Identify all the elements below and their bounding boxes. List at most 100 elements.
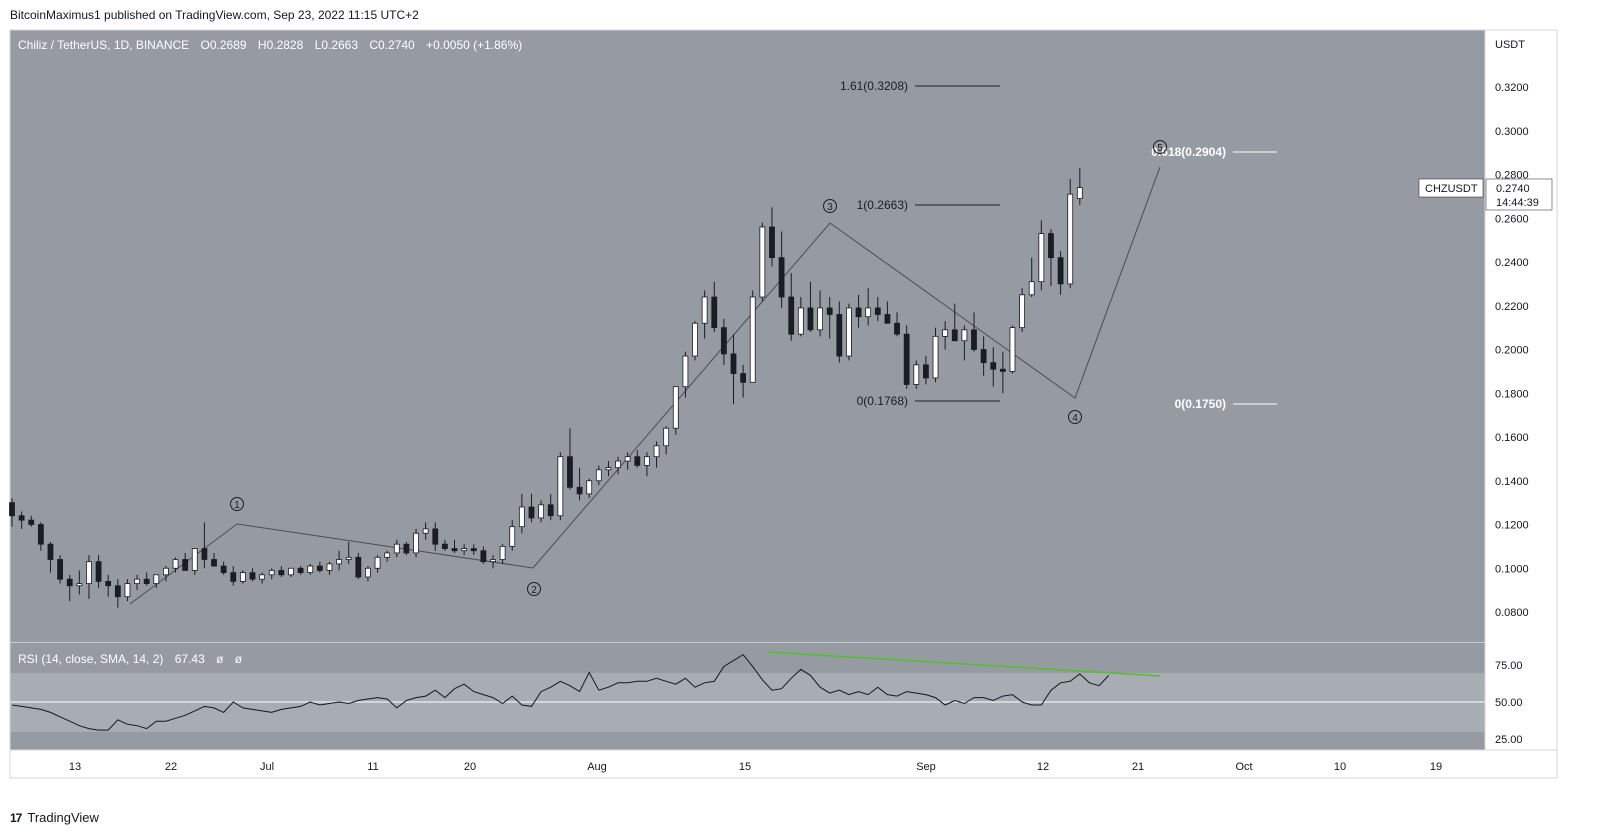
- candle: [432, 522, 439, 551]
- candle: [230, 566, 237, 586]
- candle-body-down: [740, 373, 747, 383]
- footer-brand[interactable]: TradingView: [27, 810, 99, 825]
- candle-body-up: [374, 556, 381, 569]
- candle: [846, 303, 852, 361]
- candle-body-down: [95, 561, 102, 582]
- candle-body-up: [663, 427, 670, 447]
- candle: [336, 550, 342, 571]
- candle-body-up: [365, 567, 371, 578]
- candle: [163, 566, 169, 582]
- candle: [384, 550, 391, 562]
- candle-body-up: [163, 567, 169, 576]
- candle-body-down: [720, 327, 727, 355]
- rsi-legend-extra2: ø: [235, 652, 243, 666]
- legend-h-value: 0.2828: [267, 38, 304, 52]
- candle: [345, 542, 352, 564]
- candle-body-up: [134, 578, 140, 584]
- footer: 17 TradingView: [10, 810, 99, 825]
- candle: [547, 493, 554, 521]
- legend-c-value: 0.2740: [378, 38, 415, 52]
- candle-body-up: [499, 545, 506, 560]
- candle-body-up: [490, 559, 496, 563]
- time-tick-label: 12: [1037, 761, 1049, 773]
- candle: [441, 539, 448, 551]
- candle: [749, 290, 756, 383]
- price-tick-label: 0.2200: [1495, 301, 1529, 313]
- candle-body-down: [884, 314, 891, 324]
- candle-body-up: [1019, 294, 1025, 329]
- candle-body-up: [672, 386, 679, 429]
- candle-body-down: [836, 314, 843, 357]
- price-tick-label: 0.1400: [1495, 476, 1529, 488]
- candle-body-down: [480, 550, 487, 563]
- candle: [9, 498, 15, 527]
- candle-body-up: [817, 307, 823, 331]
- wave-1-circle: [230, 497, 244, 511]
- candle-body-down: [1057, 257, 1064, 285]
- candle-body-up: [932, 335, 939, 379]
- rsi-line: [11, 653, 1110, 731]
- candle: [365, 566, 371, 582]
- candle-body-down: [28, 519, 35, 525]
- wave-path: [129, 166, 1161, 605]
- candle: [942, 321, 949, 350]
- candle: [220, 561, 227, 575]
- candle-body-up: [538, 504, 544, 519]
- candle: [249, 568, 256, 582]
- time-tick-label: 13: [69, 761, 81, 773]
- candle: [307, 563, 314, 575]
- candle-body-up: [259, 574, 266, 580]
- candle: [316, 561, 323, 573]
- candle-body-down: [37, 524, 44, 545]
- candle-body-down: [441, 543, 448, 549]
- rsi-legend-label[interactable]: RSI (14, close, SMA, 14, 2): [18, 652, 163, 666]
- candle: [701, 290, 708, 339]
- candle: [576, 467, 583, 501]
- candle: [355, 552, 362, 580]
- candle-body-down: [567, 456, 573, 488]
- candle: [980, 336, 987, 376]
- candle: [509, 520, 516, 551]
- candle-body-down: [66, 578, 73, 587]
- candle-body-up: [644, 456, 650, 466]
- time-tick-label: Oct: [1235, 761, 1252, 773]
- candle: [393, 539, 400, 558]
- candle-body-up: [913, 364, 920, 385]
- candle-body-down: [432, 528, 439, 545]
- candle-body-down: [316, 565, 323, 571]
- candle: [1067, 178, 1074, 289]
- candle: [422, 522, 429, 540]
- tradingview-logo-icon[interactable]: 17: [10, 810, 22, 825]
- candle: [259, 572, 266, 584]
- candle: [740, 364, 747, 398]
- candle: [413, 528, 419, 558]
- candle-body-down: [211, 559, 217, 567]
- candle-body-down: [778, 257, 785, 298]
- price-tick-label: 0.1200: [1495, 520, 1529, 532]
- candle: [403, 542, 410, 556]
- price-tick-label: 0.1000: [1495, 563, 1529, 575]
- candle-body-down: [826, 307, 833, 315]
- price-pane[interactable]: [10, 30, 1485, 642]
- time-axis[interactable]: [9, 749, 1558, 779]
- rsi-divergence-line: [767, 651, 1161, 677]
- price-ticks: 0.3200 0.3000 0.2800 0.2600 0.2400 0.2200 0.20…: [1495, 82, 1529, 619]
- legend-l-label: L: [315, 38, 322, 52]
- candle: [788, 272, 795, 341]
- price-tick-label: 0.3200: [1495, 82, 1529, 94]
- publisher-line: BitcoinMaximus1 published on TradingView…: [10, 8, 419, 22]
- time-tick-label: 19: [1430, 761, 1442, 773]
- price-tick-label: 0.0800: [1495, 607, 1529, 619]
- candle: [605, 461, 612, 477]
- last-price-value-box: [1485, 178, 1553, 211]
- candle-body-up: [1076, 187, 1083, 199]
- candle-body-up: [1038, 233, 1045, 283]
- time-tick-label: 22: [165, 761, 177, 773]
- candle: [711, 281, 718, 332]
- candle-body-down: [278, 570, 285, 576]
- legend-symbol[interactable]: Chiliz / TetherUS, 1D, BINANCE: [18, 38, 189, 52]
- legend-change: +0.0050 (+1.86%): [426, 38, 522, 52]
- wave-1-label: 1: [234, 500, 240, 511]
- price-tick-label: 0.2400: [1495, 257, 1529, 269]
- candle-body-down: [451, 548, 458, 552]
